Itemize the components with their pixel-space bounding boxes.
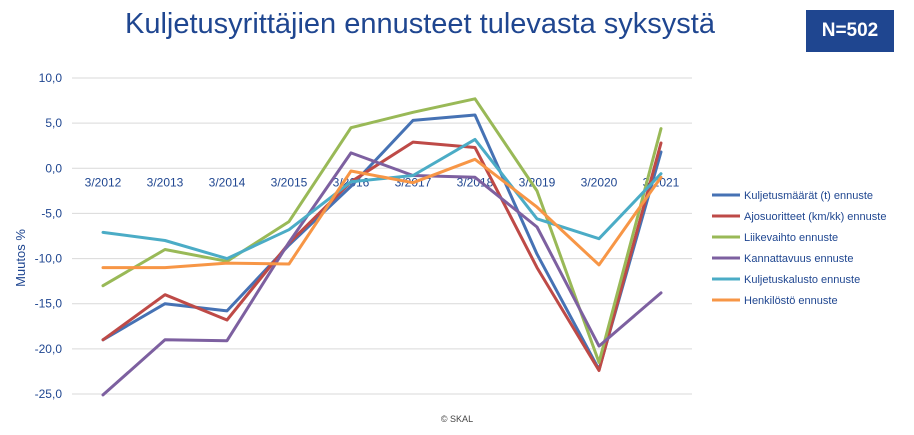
series-line-1: [101, 113, 663, 372]
y-tick-label: -5,0: [41, 206, 62, 220]
legend-item: Liikevaihto ennuste: [712, 232, 838, 244]
x-tick-label: 3/2013: [147, 175, 184, 189]
legend-item: Kannattavuus ennuste: [712, 253, 853, 265]
legend-item: Kuljetusmäärät (t) ennuste: [712, 190, 873, 202]
legend: Kuljetusmäärät (t) ennuste Ajosuoritteet …: [712, 190, 886, 307]
chart-title: Kuljetusyrittäjien ennusteet tulevasta s…: [125, 8, 715, 40]
y-tick-label: 5,0: [45, 116, 62, 130]
series-line-5: [101, 137, 663, 261]
x-tick-label: 3/2019: [519, 175, 556, 189]
legend-label: Henkilöstö ennuste: [744, 295, 838, 307]
legend-item: Henkilöstö ennuste: [712, 295, 838, 307]
x-axis-ticks: 3/2012 3/2013 3/2014 3/2015 3/2016 3/2017 3/20…: [85, 175, 680, 189]
series-line-2: [101, 140, 663, 372]
y-axis-ticks: 10,0 5,0 0,0 -5,0 -10,0 -15,0 -20,0 -25,0: [35, 71, 63, 401]
y-tick-label: 0,0: [45, 161, 62, 175]
legend-label: Ajosuoritteet (km/kk) ennuste: [744, 211, 886, 223]
legend-label: Liikevaihto ennuste: [744, 232, 838, 244]
x-tick-label: 3/2020: [581, 175, 618, 189]
y-tick-label: 10,0: [39, 71, 63, 85]
legend-item: Ajosuoritteet (km/kk) ennuste: [712, 211, 886, 223]
y-tick-label: -25,0: [35, 387, 63, 401]
series-lines: [101, 97, 663, 397]
series-line-4: [101, 151, 663, 397]
y-axis-label: Muutos %: [13, 229, 28, 287]
sample-size-badge: N=502: [806, 10, 894, 52]
series-line-3: [101, 97, 663, 364]
legend-label: Kuljetuskalusto ennuste: [744, 274, 860, 286]
x-tick-label: 3/2012: [85, 175, 122, 189]
y-tick-label: -15,0: [35, 297, 63, 311]
legend-item: Kuljetuskalusto ennuste: [712, 274, 860, 286]
series-line-6: [101, 157, 663, 270]
x-tick-label: 3/2014: [209, 175, 246, 189]
legend-label: Kuljetusmäärät (t) ennuste: [744, 190, 873, 202]
legend-label: Kannattavuus ennuste: [744, 253, 853, 265]
y-tick-label: -20,0: [35, 342, 63, 356]
x-tick-label: 3/2015: [271, 175, 308, 189]
copyright-footer: © SKAL: [441, 414, 473, 424]
y-tick-label: -10,0: [35, 252, 63, 266]
